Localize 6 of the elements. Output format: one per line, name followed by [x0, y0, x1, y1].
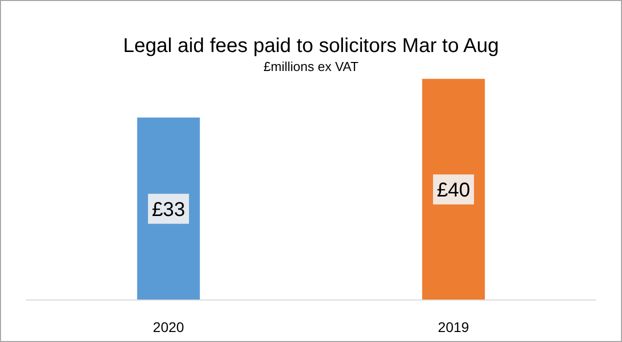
- data-label: £33: [152, 198, 186, 221]
- x-tick-label: 2020: [152, 319, 184, 335]
- x-tick-label: 2019: [438, 319, 470, 335]
- chart-subtitle: £millions ex VAT: [264, 59, 358, 74]
- chart-title: Legal aid fees paid to solicitors Mar to Aug: [123, 35, 499, 57]
- data-label: £40: [436, 179, 470, 202]
